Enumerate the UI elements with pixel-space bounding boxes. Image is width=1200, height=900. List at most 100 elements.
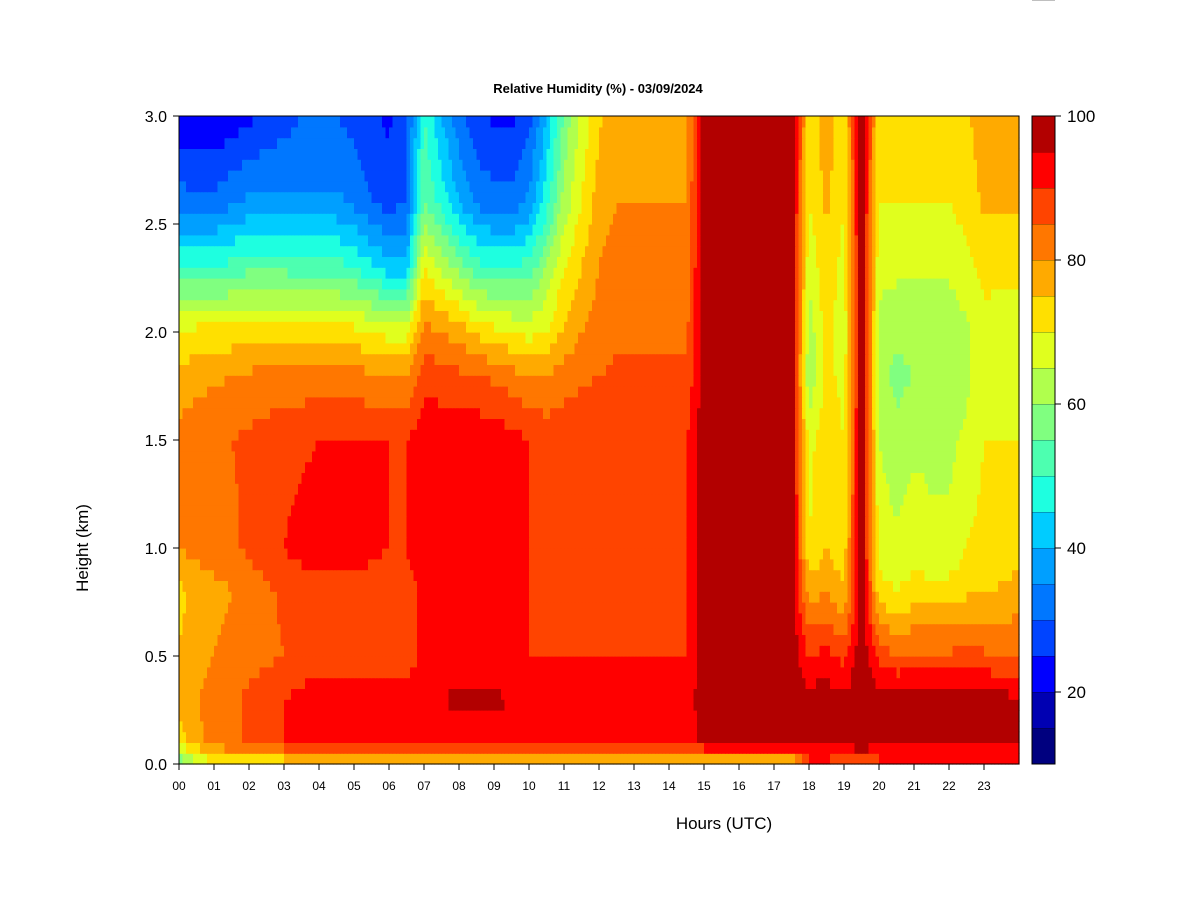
heatmap-cell bbox=[977, 720, 982, 733]
heatmap-cell bbox=[361, 591, 366, 603]
heatmap-cell bbox=[676, 645, 681, 657]
heatmap-cell bbox=[403, 634, 408, 646]
heatmap-cell bbox=[242, 537, 247, 549]
heatmap-cell bbox=[301, 753, 306, 765]
heatmap-cell bbox=[865, 612, 870, 625]
heatmap-cell bbox=[865, 623, 870, 635]
heatmap-cell bbox=[721, 558, 726, 571]
heatmap-cell bbox=[998, 645, 1003, 657]
heatmap-cell bbox=[837, 720, 842, 733]
heatmap-cell bbox=[760, 602, 765, 614]
heatmap-cell bbox=[364, 699, 369, 711]
heatmap-cell bbox=[504, 612, 509, 625]
heatmap-cell bbox=[707, 645, 712, 657]
heatmap-cell bbox=[707, 710, 712, 722]
heatmap-cell bbox=[672, 634, 677, 646]
heatmap-cell bbox=[273, 623, 278, 635]
heatmap-cell bbox=[630, 731, 635, 743]
heatmap-cell bbox=[287, 753, 292, 765]
heatmap-cell bbox=[672, 558, 677, 571]
heatmap-cell bbox=[581, 720, 586, 733]
heatmap-cell bbox=[539, 645, 544, 657]
heatmap-cell bbox=[242, 548, 247, 560]
heatmap-cell bbox=[599, 742, 604, 754]
heatmap-cell bbox=[847, 537, 852, 549]
heatmap-cell bbox=[532, 558, 537, 571]
heatmap-cell bbox=[830, 645, 835, 657]
heatmap-cell bbox=[298, 742, 303, 754]
heatmap-cell bbox=[658, 645, 663, 657]
heatmap-cell bbox=[445, 688, 450, 700]
heatmap-cell bbox=[483, 645, 488, 657]
heatmap-cell bbox=[427, 548, 432, 560]
heatmap-cell bbox=[347, 558, 352, 571]
heatmap-cell bbox=[326, 710, 331, 722]
heatmap-cell bbox=[200, 753, 205, 765]
heatmap-cell bbox=[298, 731, 303, 743]
heatmap-cell bbox=[448, 591, 453, 603]
heatmap-cell bbox=[508, 558, 513, 571]
heatmap-cell bbox=[781, 666, 786, 679]
heatmap-cell bbox=[690, 699, 695, 711]
heatmap-cell bbox=[966, 710, 971, 722]
heatmap-cell bbox=[210, 569, 215, 581]
heatmap-cell bbox=[970, 710, 975, 722]
heatmap-cell bbox=[522, 558, 527, 571]
heatmap-cell bbox=[1008, 688, 1013, 700]
heatmap-cell bbox=[777, 548, 782, 560]
heatmap-cell bbox=[770, 753, 775, 765]
heatmap-cell bbox=[823, 634, 828, 646]
heatmap-cell bbox=[196, 548, 201, 560]
heatmap-cell bbox=[809, 580, 814, 592]
heatmap-cell bbox=[431, 656, 436, 668]
heatmap-cell bbox=[515, 612, 520, 625]
heatmap-cell bbox=[431, 699, 436, 711]
heatmap-cell bbox=[305, 710, 310, 722]
heatmap-cell bbox=[179, 666, 184, 679]
heatmap-cell bbox=[973, 569, 978, 581]
heatmap-cell bbox=[921, 623, 926, 635]
heatmap-cell bbox=[707, 558, 712, 571]
heatmap-cell bbox=[725, 591, 730, 603]
heatmap-cell bbox=[725, 548, 730, 560]
heatmap-cell bbox=[550, 569, 555, 581]
heatmap-cell bbox=[252, 753, 257, 765]
heatmap-cell bbox=[424, 602, 429, 614]
heatmap-cell bbox=[322, 602, 327, 614]
heatmap-cell bbox=[564, 548, 569, 560]
heatmap-cell bbox=[903, 602, 908, 614]
heatmap-cell bbox=[606, 580, 611, 592]
heatmap-cell bbox=[819, 591, 824, 603]
heatmap-cell bbox=[420, 731, 425, 743]
heatmap-cell bbox=[259, 666, 264, 679]
heatmap-cell bbox=[977, 645, 982, 657]
heatmap-cell bbox=[277, 569, 282, 581]
heatmap-cell bbox=[977, 656, 982, 668]
heatmap-cell bbox=[329, 742, 334, 754]
heatmap-cell bbox=[994, 580, 999, 592]
heatmap-cell bbox=[1001, 634, 1006, 646]
heatmap-cell bbox=[742, 537, 747, 549]
heatmap-cell bbox=[620, 558, 625, 571]
heatmap-cell bbox=[816, 699, 821, 711]
heatmap-cell bbox=[767, 645, 772, 657]
heatmap-cell bbox=[417, 537, 422, 549]
heatmap-cell bbox=[763, 688, 768, 700]
heatmap-cell bbox=[340, 645, 345, 657]
heatmap-cell bbox=[725, 699, 730, 711]
heatmap-cell bbox=[784, 602, 789, 614]
heatmap-cell bbox=[613, 731, 618, 743]
heatmap-cell bbox=[203, 537, 208, 549]
heatmap-cell bbox=[319, 548, 324, 560]
heatmap-cell bbox=[319, 558, 324, 571]
heatmap-cell bbox=[536, 602, 541, 614]
heatmap-cell bbox=[872, 688, 877, 700]
heatmap-cell bbox=[788, 656, 793, 668]
heatmap-cell bbox=[942, 753, 947, 765]
heatmap-cell bbox=[798, 656, 803, 668]
heatmap-cell bbox=[480, 645, 485, 657]
heatmap-cell bbox=[833, 688, 838, 700]
heatmap-cell bbox=[812, 591, 817, 603]
heatmap-cell bbox=[830, 753, 835, 765]
heatmap-cell bbox=[522, 699, 527, 711]
